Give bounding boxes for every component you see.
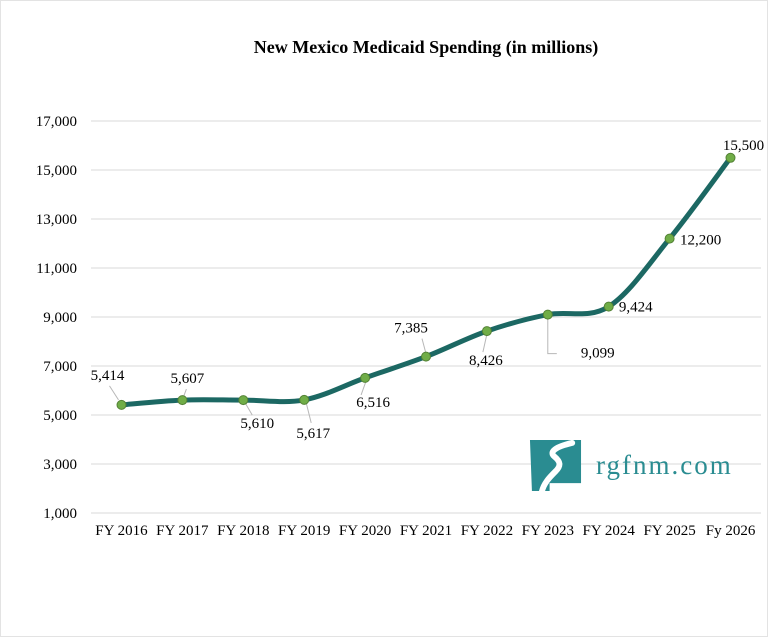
data-point-marker — [177, 395, 188, 406]
data-point-marker — [360, 372, 371, 383]
data-point-marker — [725, 152, 736, 163]
data-point-marker — [238, 395, 249, 406]
watermark-logo: rgfnm.com — [528, 437, 733, 493]
data-label-leader-line — [482, 333, 488, 353]
data-point-marker — [481, 326, 492, 337]
data-point-marker — [116, 399, 127, 410]
x-axis-tick-label: FY 2023 — [522, 523, 574, 539]
data-point-label: 12,200 — [680, 233, 721, 249]
data-label-leader-line — [305, 402, 312, 424]
data-point-marker — [299, 394, 310, 405]
data-point-marker — [603, 301, 614, 312]
data-label-leader-line — [244, 402, 253, 416]
data-point-label: 5,414 — [91, 368, 125, 384]
data-point-label: 8,426 — [469, 353, 503, 369]
rio-grande-new-mexico-logo-icon — [529, 439, 582, 493]
y-axis-tick-label: 9,000 — [43, 310, 77, 326]
y-axis-tick-label: 7,000 — [43, 359, 77, 375]
data-point-marker — [542, 309, 553, 320]
x-axis-tick-label: FY 2019 — [278, 523, 330, 539]
data-point-label: 6,516 — [356, 395, 390, 411]
data-point-marker — [664, 233, 675, 244]
x-axis-tick-label: FY 2020 — [339, 523, 391, 539]
y-axis-tick-label: 17,000 — [36, 114, 77, 130]
data-label-leader-line — [360, 380, 367, 396]
y-axis-tick-label: 3,000 — [43, 457, 77, 473]
x-axis-tick-label: FY 2017 — [156, 523, 209, 539]
y-axis-tick-label: 13,000 — [36, 212, 77, 228]
data-point-label: 9,099 — [581, 346, 615, 362]
spending-data-line — [119, 155, 733, 408]
data-point-label: 5,610 — [240, 416, 274, 432]
x-axis-tick-label: FY 2018 — [217, 523, 269, 539]
x-axis-tick-label: FY 2022 — [461, 523, 513, 539]
y-axis-tick-label: 5,000 — [43, 408, 77, 424]
data-point-marker — [421, 351, 431, 362]
data-point-label: 7,385 — [394, 321, 428, 337]
data-point-label: 5,617 — [296, 426, 330, 442]
x-axis-tick-label: FY 2021 — [400, 523, 452, 539]
x-axis-tick-label: FY 2016 — [95, 523, 148, 539]
data-label-leader-line — [109, 385, 119, 401]
data-point-label: 15,500 — [723, 138, 764, 154]
x-axis-tick-label: Fy 2026 — [706, 523, 756, 539]
chart-title: New Mexico Medicaid Spending (in million… — [253, 37, 599, 57]
data-label-leader-line — [421, 338, 427, 354]
data-label-leader-line — [547, 318, 557, 355]
y-axis-tick-label: 15,000 — [36, 163, 77, 179]
y-axis-tick-label: 11,000 — [36, 261, 77, 277]
x-axis-tick-label: FY 2025 — [643, 523, 695, 539]
data-point-label: 5,607 — [171, 371, 205, 387]
y-axis-tick-label: 1,000 — [43, 506, 77, 522]
data-point-label: 9,424 — [619, 300, 653, 316]
watermark-text: rgfnm.com — [596, 449, 733, 480]
x-axis-tick-label: FY 2024 — [583, 523, 636, 539]
